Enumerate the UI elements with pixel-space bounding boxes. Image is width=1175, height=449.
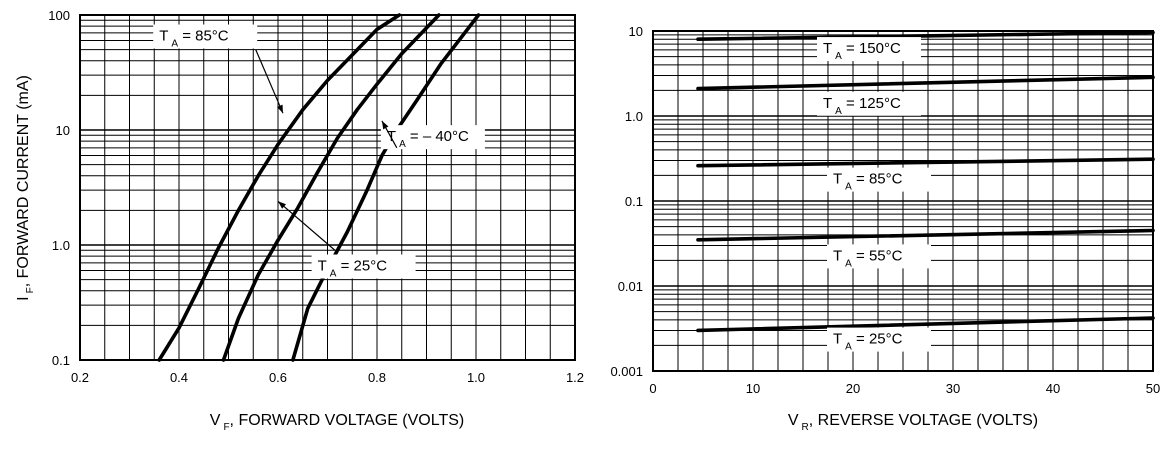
y-tick-label: 1.0 (625, 109, 643, 124)
y-tick-label: 10 (56, 123, 70, 138)
annotation-background (153, 24, 258, 49)
annotation-leader (277, 200, 336, 251)
series-line (157, 13, 402, 362)
annotation-arrowhead (278, 201, 287, 209)
annotation-background (311, 254, 416, 279)
series-line (696, 75, 1155, 91)
reverse-current-chart: 0 10 20 30 40 50 0.001 0.01 0.1 1.0 10 T A = 150°C T A… (610, 24, 1160, 433)
x-tick-label: 0.8 (368, 370, 386, 385)
y-tick-label: 100 (48, 8, 70, 23)
plot-frame (79, 14, 576, 361)
series-line (696, 157, 1155, 168)
x-tick-label: 40 (1046, 381, 1060, 396)
x-tick-label: 0 (649, 381, 656, 396)
annotation-leader (255, 49, 284, 114)
annotation-background (817, 37, 921, 62)
y-axis-title: IF, FORWARD CURRENT (mA) (15, 75, 36, 301)
series-line (221, 13, 441, 362)
plot-frame (652, 30, 1154, 372)
annotation-background (827, 244, 931, 269)
y-tick-label: 1.0 (52, 238, 70, 253)
x-tick-label: 0.2 (71, 370, 89, 385)
x-tick-label: 1.2 (566, 370, 584, 385)
x-tick-label: 1.0 (467, 370, 485, 385)
annotation-background (817, 91, 921, 116)
x-tick-label: 0.6 (269, 370, 287, 385)
annotation-background (380, 125, 485, 150)
x-tick-label: 0.4 (170, 370, 188, 385)
annotation-background (827, 167, 931, 192)
series-line (696, 228, 1155, 242)
x-axis-title: V F, FORWARD VOLTAGE (VOLTS) (210, 412, 464, 433)
annotation-arrowhead (277, 104, 283, 114)
series-line (696, 316, 1155, 333)
y-tick-label: 10 (629, 24, 643, 39)
x-tick-label: 20 (846, 381, 860, 396)
y-tick-label: 0.1 (625, 194, 643, 209)
x-tick-label: 10 (746, 381, 760, 396)
y-tick-label: 0.1 (52, 353, 70, 368)
series-line (291, 13, 481, 362)
x-axis-title: V R, REVERSE VOLTAGE (VOLTS) (788, 412, 1038, 433)
annotation-arrowhead (381, 120, 389, 130)
x-tick-label: 30 (946, 381, 960, 396)
annotation-background (827, 327, 931, 352)
series-line (696, 30, 1155, 41)
y-tick-label: 0.001 (610, 364, 643, 379)
forward-current-chart: 0.2 0.4 0.6 0.8 1.0 1.2 0.1 1.0 10 100 T A = 85°C T A… (15, 8, 584, 433)
x-tick-label: 50 (1146, 381, 1160, 396)
y-tick-label: 0.01 (618, 279, 643, 294)
